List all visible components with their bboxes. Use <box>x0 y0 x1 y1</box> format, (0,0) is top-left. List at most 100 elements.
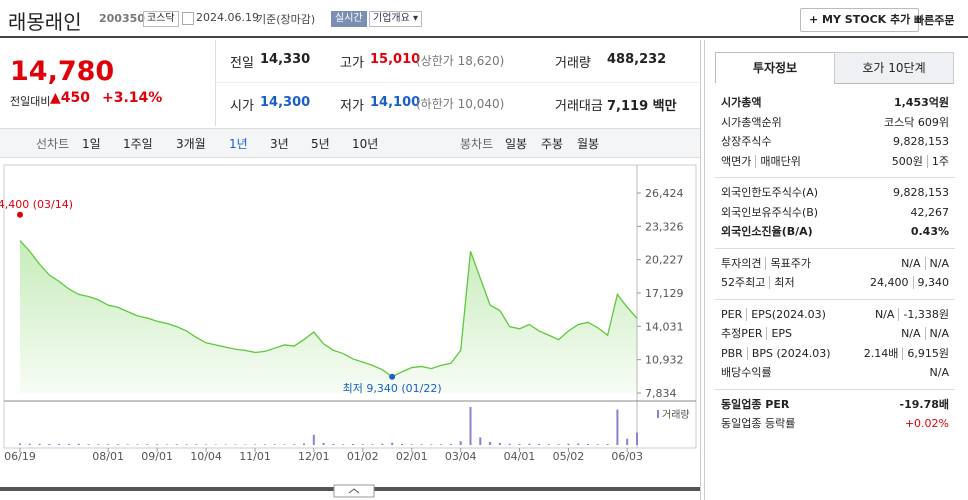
volume-bar <box>587 443 590 445</box>
volume-bar <box>508 443 511 445</box>
separator <box>902 346 904 360</box>
info-row: 배당수익률 N/A <box>721 363 949 382</box>
mystock-button[interactable]: + MY STOCK 추가 <box>800 8 920 32</box>
period-tab[interactable]: 3년 <box>270 137 289 151</box>
volume-bar <box>391 442 394 445</box>
info-label: EPS(2024.03) <box>751 307 826 321</box>
separator <box>926 154 928 168</box>
volume-bar <box>58 443 61 445</box>
volume-bar <box>126 444 129 445</box>
realtime-badge[interactable]: 실시간 <box>331 11 367 27</box>
collapse-button <box>333 484 375 498</box>
info-value-part: 2.14배 <box>863 346 899 360</box>
basis: 기준(장마감) <box>256 13 316 26</box>
volume-bar <box>528 443 531 445</box>
volume-bar <box>97 444 100 445</box>
info-value-part: 6,915원 <box>907 346 949 360</box>
info-value: 24,400 9,340 <box>870 273 949 292</box>
volume-bar <box>596 444 599 445</box>
info-value-part: N/A <box>929 366 949 379</box>
stock-code: 200350 <box>99 12 145 25</box>
volume-bar <box>77 443 80 445</box>
info-row: 외국인소진율(B/A) 0.43% <box>721 222 949 241</box>
stat-label: 고가 <box>340 56 364 71</box>
volume-bar <box>381 443 384 445</box>
volume-bar <box>420 444 423 445</box>
volume-bar <box>254 444 257 445</box>
period-tab[interactable]: 10년 <box>352 137 379 151</box>
line <box>19 240 638 378</box>
header-rule <box>0 36 968 38</box>
info-row: 투자의견 목표주가 N/A N/A <box>721 254 949 273</box>
volume-bar <box>67 444 70 445</box>
volume-bar <box>146 444 149 445</box>
volume-bar <box>48 443 51 445</box>
divider <box>215 40 216 126</box>
info-value: +0.02% <box>905 414 949 433</box>
collapse-icon <box>348 488 360 494</box>
stat-value: 488,232 <box>607 52 667 67</box>
separator <box>766 327 768 340</box>
info-value-part: 코스닥 609위 <box>884 115 949 129</box>
info-value-part: -19.78배 <box>899 397 949 411</box>
info-value: 1,453억원 <box>894 93 949 112</box>
info-value-part: 0.43% <box>910 225 949 238</box>
market-badge: 코스닥 <box>143 11 179 27</box>
stat-value: 14,330 <box>260 52 311 67</box>
info-value: 0.43% <box>911 222 949 241</box>
stat-label: 거래량 <box>555 56 591 71</box>
period-tab[interactable]: 1일 <box>82 137 101 151</box>
info-label: PBR <box>721 346 743 360</box>
info-row: 동일업종 등락률 +0.02% <box>721 414 949 433</box>
volume-bar <box>342 444 345 445</box>
quick-order[interactable]: 빠른주문 <box>914 14 955 27</box>
separator <box>746 307 748 321</box>
candle-tab[interactable]: 일봉 <box>505 137 528 151</box>
volume-bar <box>361 444 364 445</box>
volume-bar <box>293 444 296 445</box>
volume-bar <box>469 407 472 445</box>
info-tab[interactable]: 투자정보 <box>715 52 835 83</box>
info-label: 외국인보유주식수(B) <box>721 205 819 219</box>
volume-bar <box>116 444 119 445</box>
volume-legend-swatch <box>657 410 659 418</box>
period-tab[interactable]: 1년 <box>229 137 248 151</box>
volume-bar <box>538 443 541 445</box>
line-chart-tab[interactable]: 선차트 <box>36 137 70 151</box>
info-value-part: +0.02% <box>904 417 949 430</box>
side-panel: 투자정보 호가 10단계 시가총액 1,453억원 시가총액순위 코스닥 609위 상장주식… <box>704 40 967 500</box>
volume-bar <box>332 443 335 445</box>
volume-bar <box>626 438 629 445</box>
volume-bar <box>547 444 550 445</box>
volume-bar <box>606 443 609 445</box>
candle-tab[interactable]: 주봉 <box>541 137 564 151</box>
y-tick-label: 20,227 <box>645 254 684 267</box>
volume-bar <box>38 443 41 445</box>
x-tick-label: 10/04 <box>190 450 222 463</box>
period-tab[interactable]: 3개월 <box>176 137 206 151</box>
stat-label: 거래대금 <box>555 99 603 114</box>
stat-value: 7,119 백만 <box>607 99 677 114</box>
separator <box>924 327 926 340</box>
volume-bar <box>136 444 139 445</box>
info-value-part: N/A <box>901 327 921 340</box>
y-tick-label: 26,424 <box>645 187 684 200</box>
company-info[interactable]: 기업개요 ▾ <box>369 11 422 27</box>
candle-chart-tab[interactable]: 봉차트 <box>460 137 494 151</box>
info-row: 액면가 매매단위 500원 1주 <box>721 152 949 171</box>
x-tick-label: 06/19 <box>4 450 36 463</box>
chart: 7,834 10,932 14,031 17,129 20,227 23,326 26,42… <box>0 164 700 498</box>
section-rule <box>715 177 955 178</box>
candle-tab[interactable]: 월봉 <box>577 137 600 151</box>
info-row: 추정PER EPS N/A N/A <box>721 324 949 343</box>
period-tab[interactable]: 5년 <box>311 137 330 151</box>
volume-bar <box>263 444 266 445</box>
order-tab[interactable]: 호가 10단계 <box>834 52 954 84</box>
current-price: 14,780 <box>10 56 115 87</box>
divider <box>700 40 701 500</box>
info-row: 시가총액순위 코스닥 609위 <box>721 113 949 132</box>
period-tab[interactable]: 1주일 <box>123 137 153 151</box>
volume-bar <box>214 444 217 445</box>
stat-label: 전일 <box>230 56 254 71</box>
